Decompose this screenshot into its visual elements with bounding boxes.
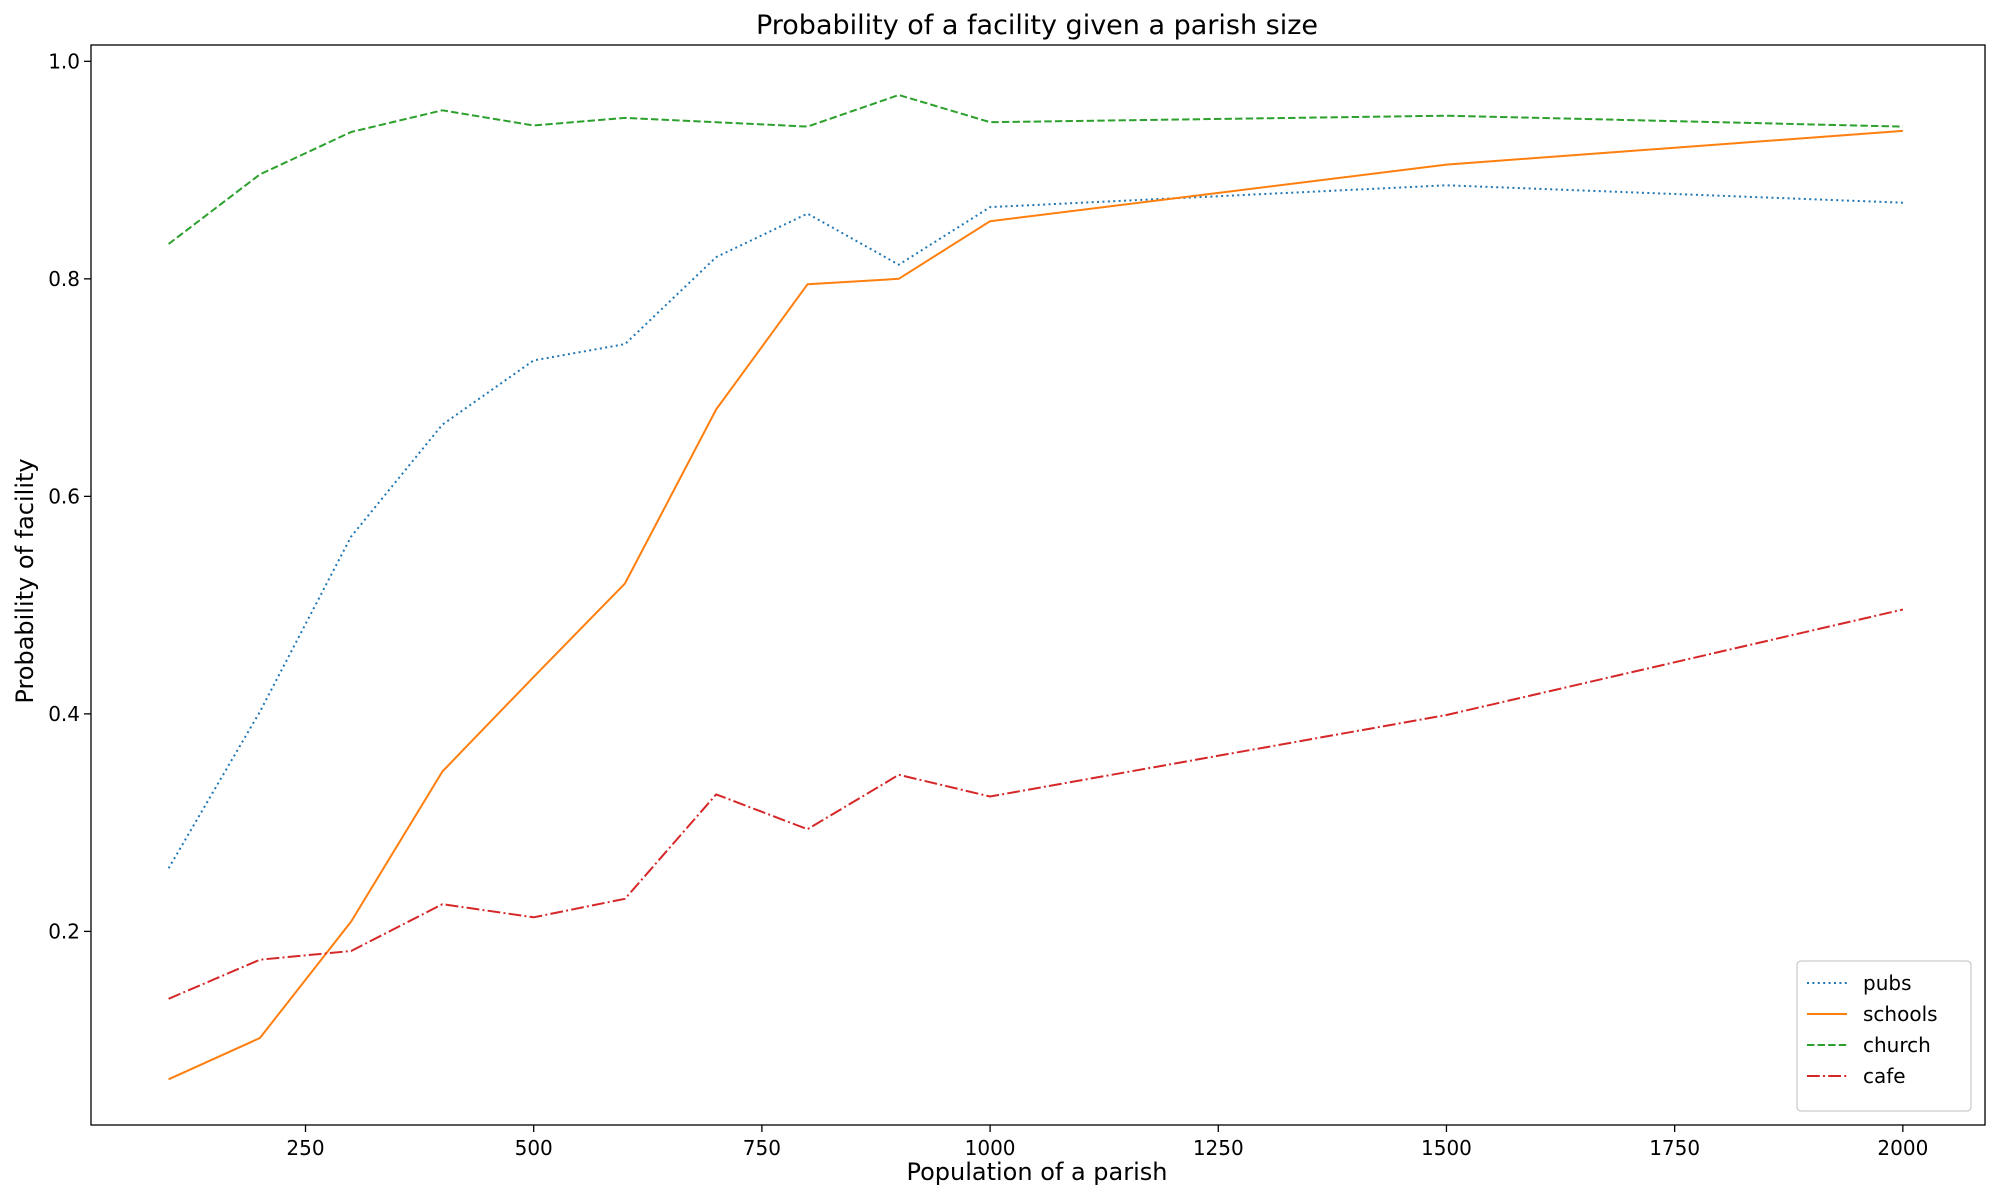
legend-label-schools: schools bbox=[1863, 1002, 1938, 1026]
x-tick-label: 1250 bbox=[1193, 1136, 1244, 1160]
x-tick-label: 750 bbox=[743, 1136, 781, 1160]
x-tick-label: 500 bbox=[515, 1136, 553, 1160]
y-tick-label: 0.8 bbox=[48, 267, 80, 291]
x-tick-label: 1500 bbox=[1421, 1136, 1472, 1160]
x-tick-label: 2000 bbox=[1877, 1136, 1928, 1160]
x-axis-title: Population of a parish bbox=[906, 1158, 1167, 1186]
y-tick-label: 0.4 bbox=[48, 702, 80, 726]
y-tick-label: 1.0 bbox=[48, 49, 80, 73]
legend-label-church: church bbox=[1863, 1033, 1931, 1057]
plot-area bbox=[167, 94, 1904, 1081]
legend-box bbox=[1796, 960, 1972, 1112]
chart-title: Probability of a facility given a parish… bbox=[756, 10, 1318, 41]
legend: pubs schools church cafe bbox=[1796, 960, 1972, 1112]
plot-frame bbox=[90, 44, 1986, 1126]
series-line-pubs bbox=[167, 184, 1903, 869]
series-line-church bbox=[167, 94, 1903, 245]
series-line-cafe bbox=[168, 608, 1904, 1000]
x-tick-label: 1750 bbox=[1649, 1136, 1700, 1160]
x-tick-label: 250 bbox=[286, 1136, 324, 1160]
y-axis-title: Probability of facility bbox=[11, 458, 39, 703]
y-axis: 0.2 0.4 0.6 0.8 1.0 bbox=[48, 49, 91, 943]
x-axis: 250 500 750 1000 1250 1500 1750 2000 bbox=[286, 1125, 1928, 1160]
y-tick-label: 0.2 bbox=[48, 919, 80, 943]
y-tick-label: 0.6 bbox=[48, 484, 80, 508]
series-line-schools bbox=[168, 129, 1903, 1081]
x-tick-label: 1000 bbox=[965, 1136, 1016, 1160]
legend-label-cafe: cafe bbox=[1863, 1064, 1906, 1088]
legend-label-pubs: pubs bbox=[1863, 971, 1912, 995]
